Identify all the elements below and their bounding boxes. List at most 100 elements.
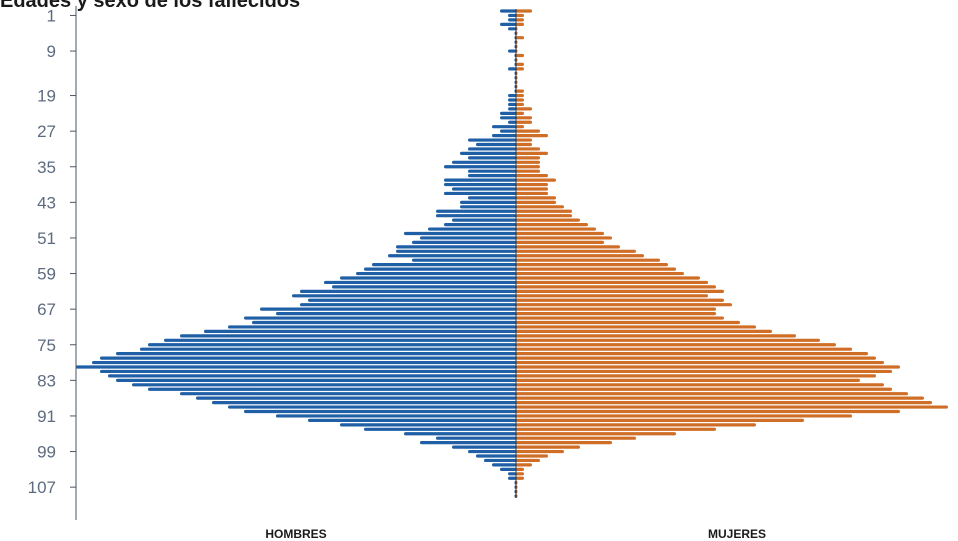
bar-hombres-age-82 xyxy=(108,374,516,378)
bar-hombres-age-93 xyxy=(340,423,516,427)
bar-hombres-age-38 xyxy=(444,178,516,182)
bar-mujeres-age-22 xyxy=(516,107,532,111)
bar-hombres-age-60 xyxy=(340,276,516,280)
bars-group xyxy=(76,9,948,499)
bar-mujeres-age-46 xyxy=(516,214,572,218)
bar-mujeres-age-3 xyxy=(516,22,524,26)
bar-mujeres-age-57 xyxy=(516,263,668,267)
bar-hombres-age-58 xyxy=(364,267,516,271)
bar-mujeres-age-12 xyxy=(516,62,524,66)
bar-mujeres-age-2 xyxy=(516,18,524,22)
bar-hombres-age-103 xyxy=(500,467,516,471)
bar-hombres-age-83 xyxy=(116,378,516,382)
bar-hombres-age-20 xyxy=(508,98,516,102)
bar-mujeres-age-56 xyxy=(516,258,660,262)
bar-mujeres-age-103 xyxy=(516,467,524,471)
bar-mujeres-age-89 xyxy=(516,405,948,409)
bar-hombres-age-25 xyxy=(508,120,516,124)
bar-mujeres-age-104 xyxy=(516,472,524,476)
bar-hombres-age-89 xyxy=(228,405,516,409)
bar-mujeres-age-19 xyxy=(516,93,524,98)
bar-hombres-age-101 xyxy=(484,458,516,463)
bar-hombres-age-78 xyxy=(100,356,516,360)
bar-hombres-age-90 xyxy=(244,409,516,414)
bar-hombres-age-4 xyxy=(508,27,516,31)
bar-hombres-age-22 xyxy=(508,107,516,111)
bar-hombres-age-73 xyxy=(180,334,516,338)
bar-mujeres-age-70 xyxy=(516,320,740,325)
bar-mujeres-age-50 xyxy=(516,231,604,236)
bar-mujeres-age-76 xyxy=(516,347,852,351)
bar-hombres-age-68 xyxy=(276,312,516,316)
bar-mujeres-age-30 xyxy=(516,142,532,147)
bar-hombres-age-69 xyxy=(244,316,516,320)
bar-hombres-age-26 xyxy=(492,125,516,129)
y-tick-label: 1 xyxy=(47,6,56,25)
bar-hombres-age-52 xyxy=(412,240,516,244)
bar-hombres-age-61 xyxy=(324,280,516,285)
bar-hombres-age-49 xyxy=(428,227,516,231)
bar-hombres-age-72 xyxy=(204,329,516,333)
bar-hombres-age-71 xyxy=(228,325,516,329)
bar-mujeres-age-29 xyxy=(516,138,532,142)
bar-mujeres-age-6 xyxy=(516,36,524,40)
bar-mujeres-age-52 xyxy=(516,240,604,244)
bar-mujeres-age-53 xyxy=(516,245,620,249)
bar-mujeres-age-31 xyxy=(516,147,540,151)
bar-hombres-age-85 xyxy=(148,387,516,391)
bar-hombres-age-59 xyxy=(356,271,516,276)
bar-mujeres-age-62 xyxy=(516,285,716,289)
bar-mujeres-age-83 xyxy=(516,378,860,382)
y-tick-label: 51 xyxy=(37,229,56,248)
bar-mujeres-age-32 xyxy=(516,151,548,155)
bar-hombres-age-3 xyxy=(500,22,516,26)
bar-mujeres-age-73 xyxy=(516,334,796,338)
bar-mujeres-age-85 xyxy=(516,387,892,391)
bar-hombres-age-50 xyxy=(404,231,516,236)
bar-mujeres-age-27 xyxy=(516,129,540,133)
bar-mujeres-age-43 xyxy=(516,200,556,204)
bar-hombres-age-34 xyxy=(452,160,516,164)
bar-mujeres-age-1 xyxy=(516,13,524,18)
bar-mujeres-age-10 xyxy=(516,53,524,58)
bar-hombres-age-45 xyxy=(436,209,516,213)
bar-hombres-age-62 xyxy=(332,285,516,289)
bar-mujeres-age-90 xyxy=(516,409,900,414)
bar-hombres-age-39 xyxy=(444,182,516,187)
bar-hombres-age-104 xyxy=(508,472,516,476)
bar-mujeres-age-51 xyxy=(516,236,612,240)
bar-mujeres-age-99 xyxy=(516,449,564,454)
bar-mujeres-age-102 xyxy=(516,463,532,467)
bar-mujeres-age-67 xyxy=(516,307,716,311)
bar-mujeres-age-58 xyxy=(516,267,676,271)
bar-mujeres-age-86 xyxy=(516,392,908,396)
bar-hombres-age-65 xyxy=(308,298,516,302)
bar-hombres-age-27 xyxy=(500,129,516,133)
bar-hombres-age-70 xyxy=(252,320,516,325)
bar-hombres-age-102 xyxy=(492,463,516,467)
bar-hombres-age-67 xyxy=(260,307,516,311)
bar-mujeres-age-69 xyxy=(516,316,724,320)
bar-hombres-age-105 xyxy=(508,476,516,480)
bar-mujeres-age-93 xyxy=(516,423,756,427)
bar-hombres-age-95 xyxy=(404,432,516,436)
bar-hombres-age-54 xyxy=(396,249,516,253)
y-tick-label: 99 xyxy=(37,443,56,462)
bar-hombres-age-46 xyxy=(436,214,516,218)
y-tick-label: 83 xyxy=(37,371,56,390)
bar-mujeres-age-36 xyxy=(516,169,540,173)
bar-hombres-age-57 xyxy=(372,263,516,267)
bar-mujeres-age-101 xyxy=(516,458,540,463)
bar-mujeres-age-75 xyxy=(516,343,836,347)
bar-hombres-age-47 xyxy=(452,218,516,222)
bar-mujeres-age-74 xyxy=(516,338,820,342)
bar-mujeres-age-41 xyxy=(516,191,548,196)
y-tick-label: 75 xyxy=(37,336,56,355)
bar-hombres-age-19 xyxy=(508,93,516,98)
bar-hombres-age-44 xyxy=(460,205,516,209)
bar-hombres-age-2 xyxy=(508,18,516,22)
bar-mujeres-age-45 xyxy=(516,209,572,213)
bar-hombres-age-40 xyxy=(452,187,516,191)
bar-hombres-age-74 xyxy=(164,338,516,342)
bar-hombres-age-29 xyxy=(468,138,516,142)
